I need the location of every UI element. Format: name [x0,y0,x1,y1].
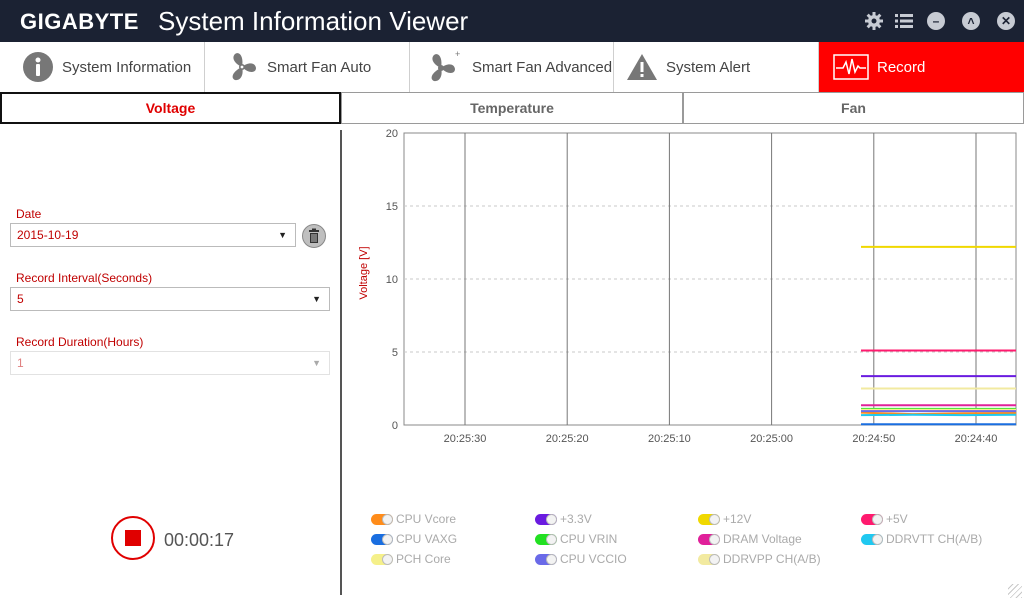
chevron-down-icon: ▼ [312,294,321,304]
stop-record-button[interactable] [111,516,155,560]
legend-label: CPU VAXG [396,532,458,546]
chevron-up-icon: ˄ [962,12,980,30]
resize-grip[interactable] [1008,584,1022,598]
x-tick-label: 20:25:00 [750,433,793,445]
legend-item[interactable]: +12V [698,512,751,526]
date-label: Date [16,207,42,221]
legend-label: DRAM Voltage [723,532,802,546]
warning-icon [627,54,657,80]
tab-label: Smart Fan Advanced [472,58,613,76]
legend-label: CPU Vcore [396,512,457,526]
toggle-switch[interactable] [861,513,883,525]
legend-label: DDRVTT CH(A/B) [886,532,983,546]
fan-icon [232,53,256,81]
y-tick-label: 10 [386,274,398,286]
legend-item[interactable]: DDRVTT CH(A/B) [861,532,982,546]
legend-label: +12V [723,512,752,526]
toggle-switch[interactable] [861,533,883,545]
legend-item[interactable]: DRAM Voltage [698,532,802,546]
toggle-switch[interactable] [698,553,720,565]
legend-item[interactable]: CPU Vcore [371,512,456,526]
tab-label: Smart Fan Auto [267,58,372,76]
legend-label: CPU VRIN [560,532,618,546]
close-button[interactable]: ✕ [996,11,1016,31]
toggle-switch[interactable] [698,513,720,525]
x-tick-label: 20:24:50 [852,433,895,445]
legend-item[interactable]: CPU VCCIO [535,552,627,566]
legend-item[interactable]: DDRVPP CH(A/B) [698,552,821,566]
toggle-switch[interactable] [698,533,720,545]
toggle-switch[interactable] [535,533,557,545]
legend-label: PCH Core [396,552,451,566]
record-timer: 00:00:17 [164,530,235,550]
toggle-switch[interactable] [535,513,557,525]
info-icon [23,52,53,82]
list-icon[interactable] [894,11,914,31]
tab-temperature[interactable]: Temperature [341,92,683,124]
toggle-switch[interactable] [535,553,557,565]
x-tick-label: 20:25:30 [444,433,487,445]
y-tick-label: 5 [392,347,398,359]
svg-text:+: + [455,49,460,59]
legend-label: +5V [886,512,908,526]
y-axis-label: Voltage [V] [358,246,370,299]
main-tab-bar: System Information Smart Fan Auto + Smar… [0,42,1024,93]
y-tick-label: 0 [392,420,398,432]
y-tick-label: 15 [386,201,398,213]
legend-item[interactable]: CPU VAXG [371,532,457,546]
chevron-down-icon: ▼ [312,358,321,368]
fan-plus-icon: + [431,49,460,82]
tab-system-information[interactable]: System Information [0,42,205,92]
minimize-button[interactable]: – [926,11,946,31]
x-tick-label: 20:24:40 [955,433,998,445]
tab-system-alert[interactable]: System Alert [614,42,819,92]
duration-value: 1 [17,356,24,370]
duration-label: Record Duration(Hours) [16,335,144,349]
tab-smart-fan-advanced[interactable]: + Smart Fan Advanced [410,42,614,92]
tab-label: Record [877,58,926,76]
collapse-button[interactable]: ˄ [961,11,981,31]
tab-label: System Information [62,58,192,76]
interval-value: 5 [17,292,24,306]
legend-label: DDRVPP CH(A/B) [723,552,821,566]
toggle-switch[interactable] [371,553,393,565]
legend-label: +3.3V [560,512,592,526]
tab-fan[interactable]: Fan [683,92,1024,124]
tab-record[interactable]: Record [819,42,1024,92]
legend-item[interactable]: +3.3V [535,512,592,526]
interval-select[interactable]: 5 ▼ [10,287,330,311]
legend-label: CPU VCCIO [560,552,627,566]
title-bar: GIGABYTE System Information Viewer – ˄ ✕ [0,0,1024,42]
minimize-icon: – [927,12,945,30]
y-tick-label: 20 [386,128,398,140]
series-line [860,411,1017,416]
close-icon: ✕ [997,12,1015,30]
interval-label: Record Interval(Seconds) [16,271,153,285]
date-select[interactable]: 2015-10-19 ▼ [10,223,296,247]
toggle-switch[interactable] [371,513,393,525]
tab-smart-fan-auto[interactable]: Smart Fan Auto [205,42,410,92]
brand-logo: GIGABYTE [20,9,139,34]
legend-item[interactable]: CPU VRIN [535,532,617,546]
stop-icon [125,530,141,546]
delete-record-button[interactable] [302,224,326,248]
x-tick-label: 20:25:10 [648,433,691,445]
trash-icon [309,228,319,243]
date-value: 2015-10-19 [17,228,79,242]
gear-icon[interactable] [864,11,884,31]
voltage-chart: 0 5 10 15 20 20:25:30 20:25:20 20:25:10 20:25:00… [358,128,1017,445]
tab-voltage[interactable]: Voltage [0,92,341,124]
toggle-switch[interactable] [371,533,393,545]
sub-tab-bar: Voltage Temperature Fan [0,92,1024,124]
panel-divider [340,130,342,595]
x-tick-label: 20:25:20 [546,433,589,445]
legend-item[interactable]: +5V [861,512,908,526]
legend-item[interactable]: PCH Core [371,552,451,566]
pulse-icon [833,54,869,80]
tab-label: System Alert [666,58,751,76]
chevron-down-icon: ▼ [278,230,287,240]
app-title: System Information Viewer [158,6,469,36]
duration-select[interactable]: 1 ▼ [10,351,330,375]
